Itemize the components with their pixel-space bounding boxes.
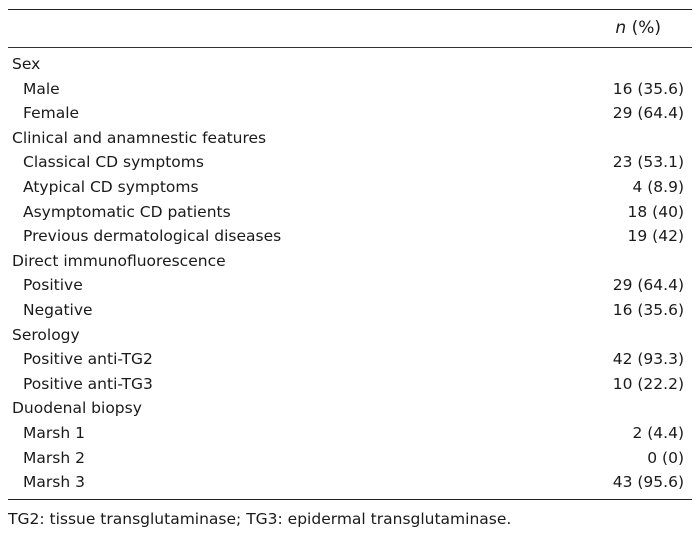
- row-label: Negative: [23, 300, 93, 319]
- table-top-rule: [8, 9, 692, 10]
- row-label: Asymptomatic CD patients: [23, 202, 231, 221]
- group-heading: Direct immunofluorescence: [12, 251, 226, 270]
- row-value: 29 (64.4): [612, 276, 684, 295]
- group-heading-row: Sex: [8, 52, 692, 77]
- column-header-n: n: [615, 18, 627, 38]
- row-value: 0 (0): [647, 448, 684, 467]
- row-label: Marsh 1: [23, 423, 85, 442]
- table-row: Male 16 (35.6): [8, 77, 692, 102]
- table-footnote: TG2: tissue transglutaminase; TG3: epide…: [8, 510, 512, 528]
- table-row: Marsh 3 43 (95.6): [8, 470, 692, 495]
- column-header-n-percent: n (%): [615, 18, 661, 38]
- table-row: Positive anti-TG2 42 (93.3): [8, 347, 692, 372]
- table-header-rule: [8, 47, 692, 48]
- row-label: Marsh 3: [23, 473, 85, 492]
- table-header-row: n (%): [8, 10, 692, 47]
- group-heading-row: Clinical and anamnestic features: [8, 126, 692, 151]
- group-heading: Sex: [12, 55, 41, 73]
- row-label: Previous dermatological diseases: [23, 227, 282, 246]
- table-row: Atypical CD symptoms 4 (8.9): [8, 175, 692, 200]
- table-row: Marsh 1 2 (4.4): [8, 421, 692, 446]
- row-label: Classical CD symptoms: [23, 153, 204, 172]
- table-row: Previous dermatological diseases 19 (42): [8, 224, 692, 249]
- row-value: 19 (42): [627, 227, 684, 246]
- group-heading-row: Duodenal biopsy: [8, 396, 692, 421]
- row-value: 10 (22.2): [612, 374, 684, 393]
- data-table: n (%) Sex Male 16 (35.6) Female 29 (64.4…: [8, 9, 692, 500]
- table-row: Positive anti-TG3 10 (22.2): [8, 372, 692, 397]
- table-body: Sex Male 16 (35.6) Female 29 (64.4) Clin…: [8, 48, 692, 495]
- row-value: 2 (4.4): [632, 423, 684, 442]
- row-label: Female: [23, 104, 80, 123]
- table-row: Positive 29 (64.4): [8, 273, 692, 298]
- table-row: Marsh 2 0 (0): [8, 446, 692, 471]
- row-value: 16 (35.6): [612, 79, 684, 98]
- group-heading: Serology: [12, 325, 80, 344]
- group-heading-row: Direct immunofluorescence: [8, 249, 692, 274]
- row-label: Positive anti-TG2: [23, 350, 153, 369]
- table-row: Classical CD symptoms 23 (53.1): [8, 150, 692, 175]
- column-header-percent: (%): [626, 18, 661, 38]
- row-value: 4 (8.9): [632, 177, 684, 196]
- row-label: Marsh 2: [23, 448, 85, 467]
- row-value: 23 (53.1): [612, 153, 684, 172]
- row-value: 18 (40): [627, 202, 684, 221]
- table-row: Asymptomatic CD patients 18 (40): [8, 200, 692, 225]
- table-row: Negative 16 (35.6): [8, 298, 692, 323]
- row-value: 42 (93.3): [612, 350, 684, 369]
- row-value: 16 (35.6): [612, 300, 684, 319]
- group-heading: Duodenal biopsy: [12, 399, 142, 418]
- row-value: 29 (64.4): [612, 104, 684, 123]
- table-bottom-rule: [8, 498, 692, 500]
- row-value: 43 (95.6): [612, 473, 684, 492]
- group-heading-row: Serology: [8, 323, 692, 348]
- table-row: Female 29 (64.4): [8, 101, 692, 126]
- row-label: Positive anti-TG3: [23, 374, 153, 393]
- group-heading: Clinical and anamnestic features: [12, 128, 267, 147]
- row-label: Positive: [23, 276, 83, 295]
- row-label: Male: [23, 79, 60, 98]
- row-label: Atypical CD symptoms: [23, 177, 199, 196]
